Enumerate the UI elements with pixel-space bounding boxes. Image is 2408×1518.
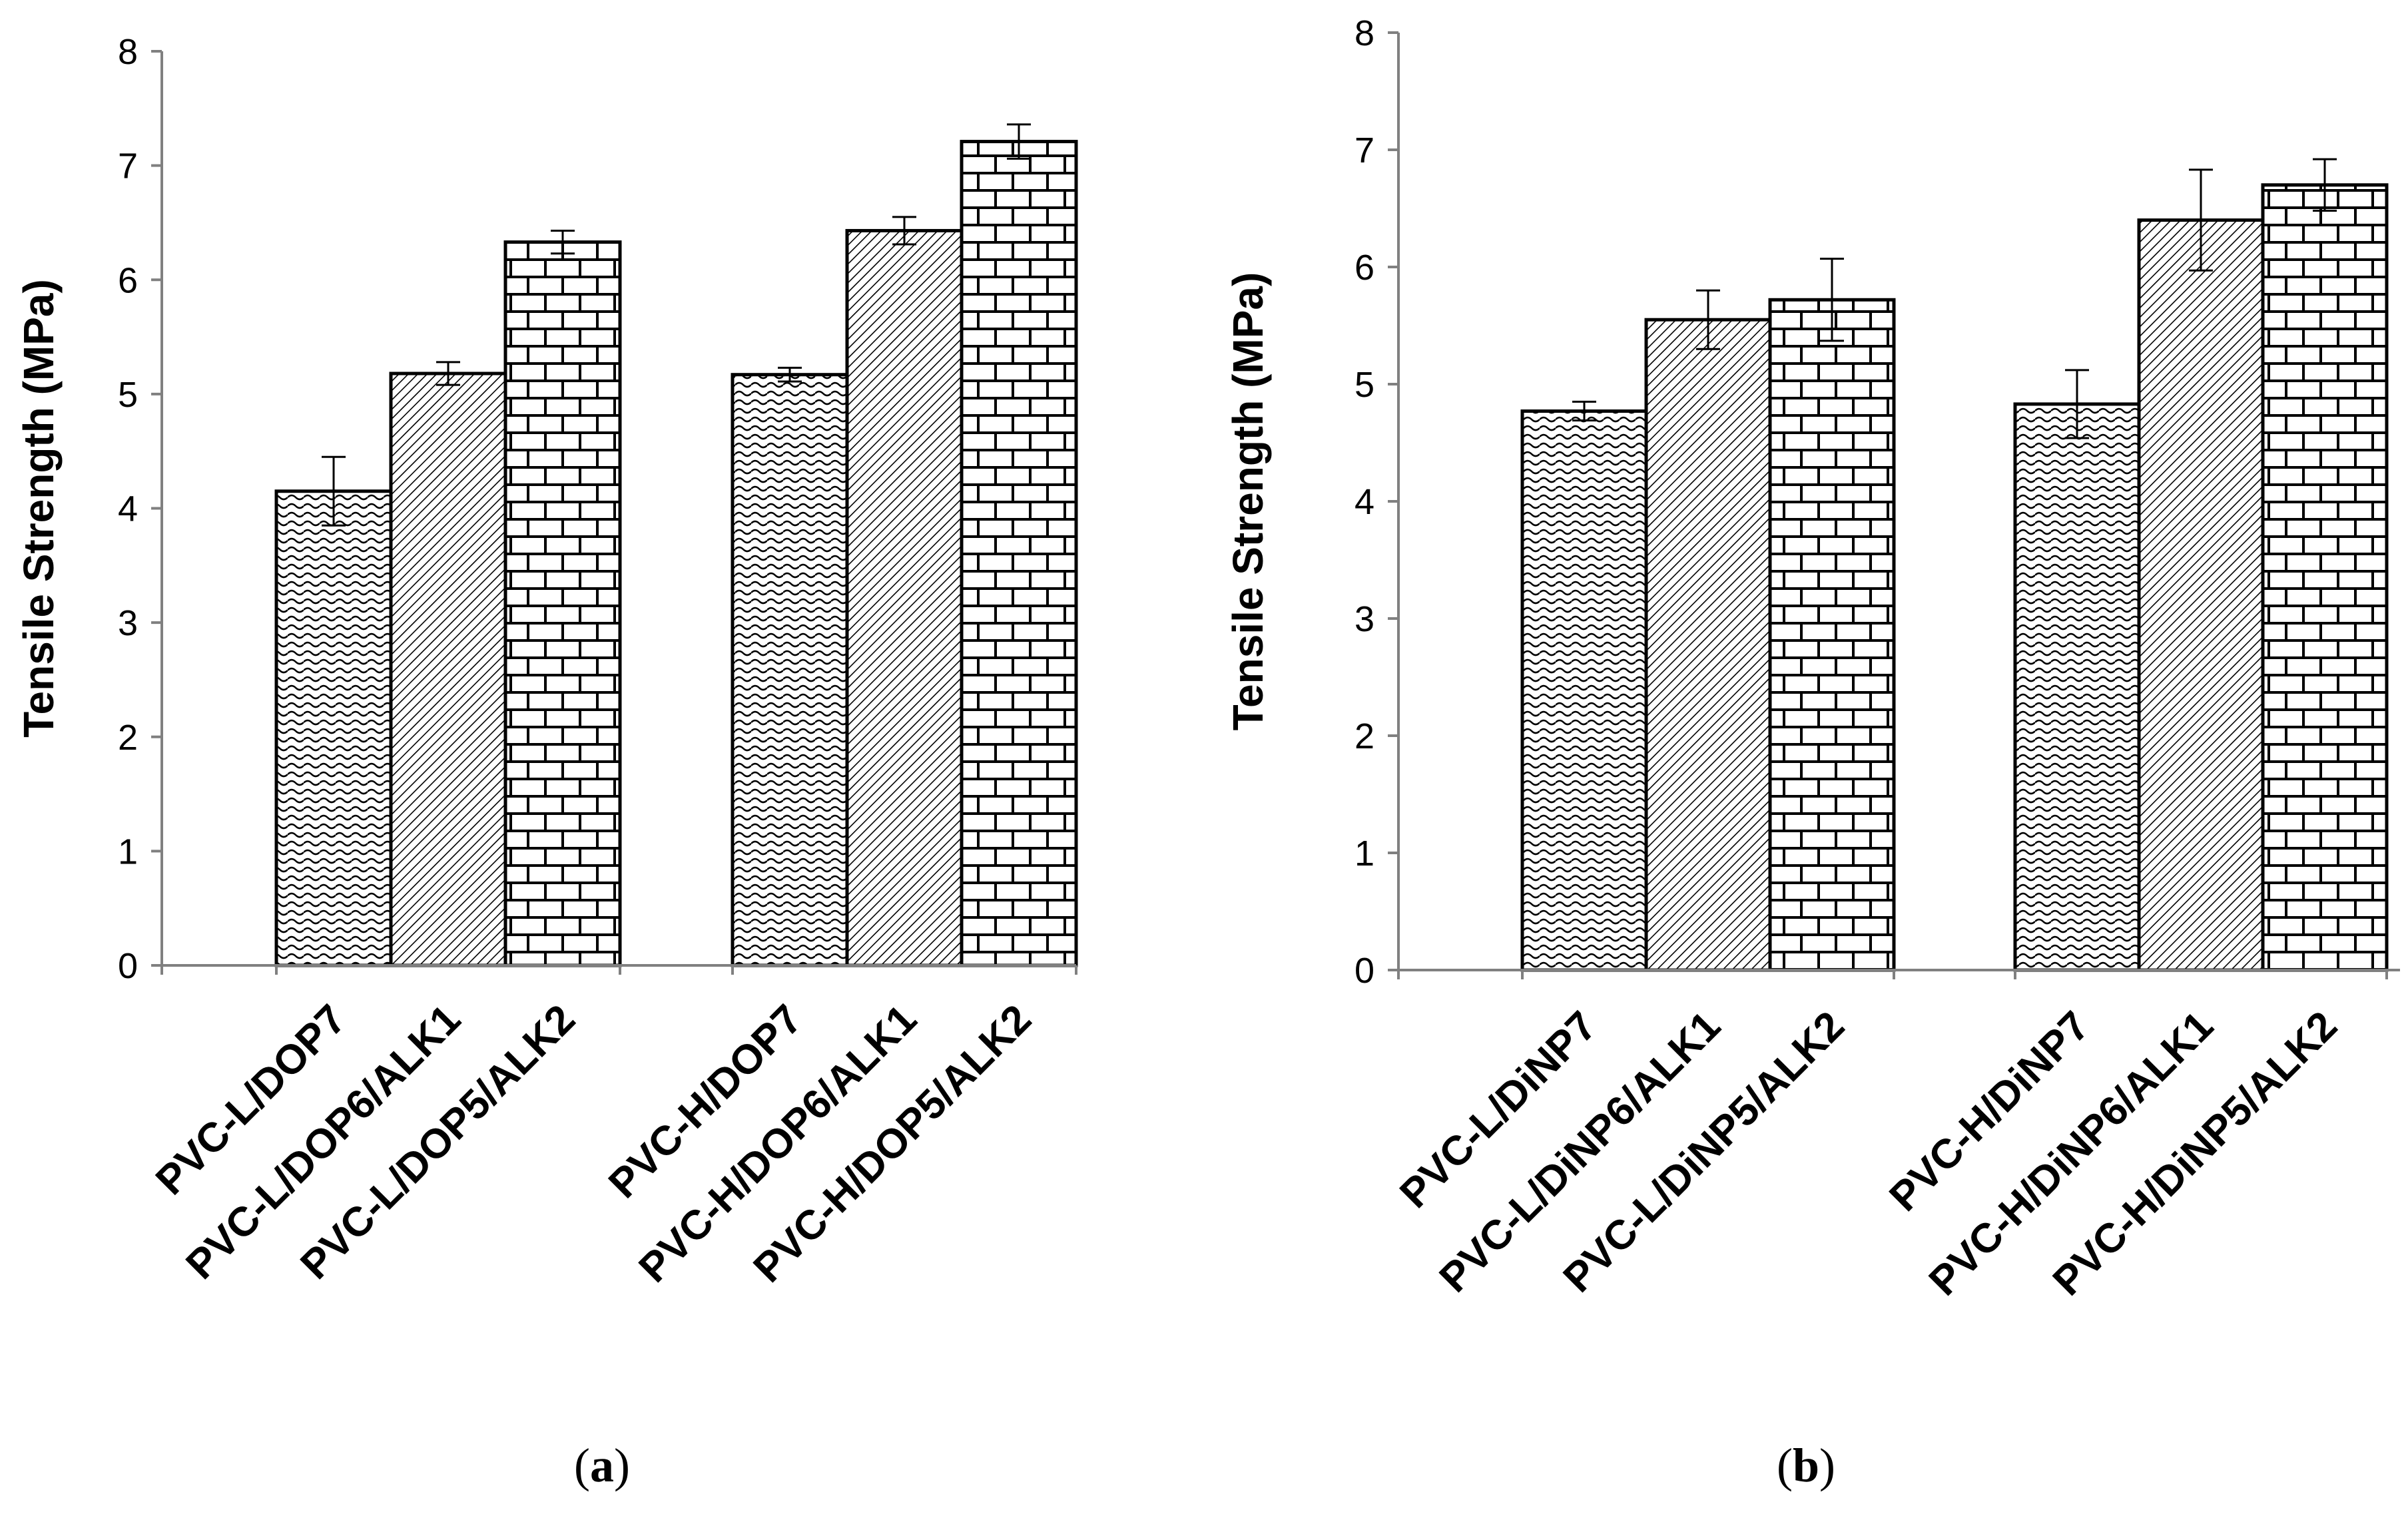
y-tick-label: 1: [1354, 834, 1374, 874]
error-bar: [1007, 123, 1031, 160]
y-tick-label: 0: [1354, 951, 1374, 991]
bar: [1768, 298, 1896, 972]
y-tick-label: 4: [118, 489, 138, 529]
y-tick-label: 6: [118, 260, 138, 300]
bar: [731, 373, 849, 967]
y-tick-label: 7: [1354, 130, 1374, 170]
bar: [503, 240, 622, 967]
error-bar: [892, 216, 916, 246]
bar: [960, 140, 1078, 967]
y-tick-label: 2: [118, 718, 138, 758]
error-bar: [778, 366, 802, 383]
y-tick-label: 3: [118, 603, 138, 643]
y-tick-label: 8: [118, 32, 138, 72]
error-bar: [2313, 158, 2337, 212]
x-category-label: PVC-H/DOP7: [600, 996, 811, 1207]
chart-panel-b: 0 1 2 3 4 5 6 7 8 Tensile Strength (MPa) PVC-L/DiN…: [1204, 0, 2408, 1518]
bar: [1644, 318, 1772, 972]
error-bar: [1572, 400, 1596, 422]
y-tick-label: 5: [1354, 365, 1374, 405]
y-axis-label: Tensile Strength (MPa): [1224, 272, 1272, 731]
bar: [1520, 409, 1648, 972]
y-tick-label: 6: [1354, 248, 1374, 288]
panel-caption: (a): [574, 1439, 630, 1492]
bar: [2013, 402, 2141, 972]
y-tick-label: 7: [118, 146, 138, 186]
y-axis-label: Tensile Strength (MPa): [15, 279, 63, 738]
bar: [2261, 183, 2389, 972]
y-tick-label: 1: [118, 832, 138, 872]
panel-caption: (b): [1777, 1439, 1835, 1492]
bar: [845, 228, 964, 967]
y-tick-label: 5: [118, 375, 138, 415]
y-tick-label: 0: [118, 946, 138, 986]
error-bar: [1820, 258, 1844, 342]
y-tick-label: 2: [1354, 716, 1374, 756]
error-bar: [2065, 369, 2089, 439]
error-bar: [436, 361, 460, 386]
bar: [389, 372, 507, 967]
bar: [274, 489, 393, 967]
chart-panel-a: 0 1 2 3 4 5 6 7 8 Tensile Strength (MPa) PVC-L/DOP…: [15, 32, 1078, 1492]
y-tick-label: 3: [1354, 599, 1374, 639]
y-tick-label: 8: [1354, 13, 1374, 53]
error-bar: [1696, 289, 1720, 350]
bar: [2137, 218, 2265, 972]
error-bar: [322, 455, 346, 527]
y-tick-label: 4: [1354, 482, 1374, 522]
error-bar: [2189, 168, 2213, 272]
error-bar: [551, 229, 575, 255]
